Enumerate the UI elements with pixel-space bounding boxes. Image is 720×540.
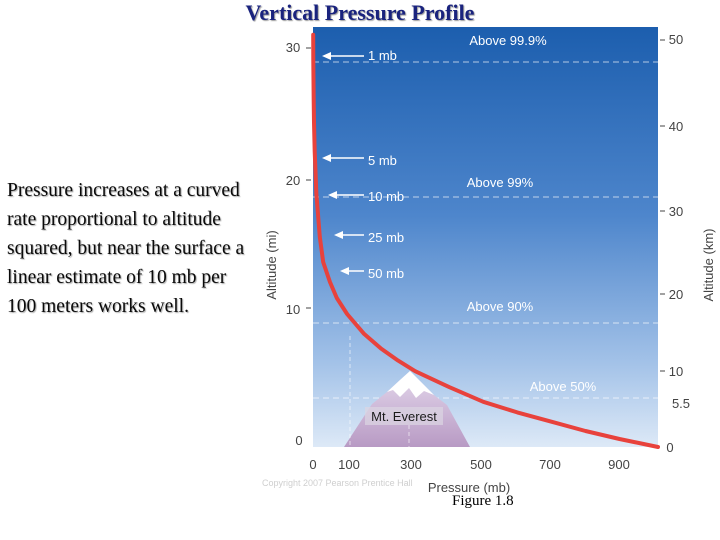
- pressure-marker-label: 5 mb: [368, 153, 397, 168]
- mass-band-label: Above 99%: [467, 175, 534, 190]
- pressure-markers: 1 mb 5 mb 10 mb 25 mb 50 mb: [322, 48, 404, 281]
- pressure-curve: [311, 32, 660, 449]
- x-axis-ticks: 0 100 300 500 700 900: [309, 457, 629, 472]
- everest-label: Mt. Everest: [371, 409, 437, 424]
- mass-band-labels: Above 99.9% Above 99% Above 90% Above 50…: [467, 33, 597, 394]
- pressure-marker-5mb: 5 mb: [322, 153, 397, 168]
- y-left-tick-label: 30: [286, 40, 300, 55]
- y-left-axis-title: Altitude (mi): [264, 230, 279, 299]
- x-tick-label: 900: [608, 457, 630, 472]
- y-right-tick-label: 5.5: [672, 396, 690, 411]
- mass-band-label: Above 50%: [530, 379, 597, 394]
- x-tick-label: 700: [539, 457, 561, 472]
- y-right-axis-title: Altitude (km): [701, 229, 716, 302]
- credit-text: Copyright 2007 Pearson Prentice Hall: [262, 478, 413, 488]
- mass-band-lines: [313, 61, 658, 399]
- pressure-marker-10mb: 10 mb: [328, 189, 404, 204]
- y-right-tick-label: 40: [669, 119, 683, 134]
- mass-band-label: Above 99.9%: [469, 33, 547, 48]
- x-tick-label: 100: [338, 457, 360, 472]
- pressure-marker-label: 1 mb: [368, 48, 397, 63]
- y-right-tick-label: 10: [669, 364, 683, 379]
- x-tick-label: 300: [400, 457, 422, 472]
- pressure-marker-label: 50 mb: [368, 266, 404, 281]
- slide-caption: Pressure increases at a curved rate prop…: [7, 180, 245, 317]
- pressure-marker-25mb: 25 mb: [334, 230, 404, 245]
- y-right-tick-label: 0: [666, 440, 673, 455]
- y-left-tick-label: 10: [286, 302, 300, 317]
- sky-background: [313, 27, 658, 447]
- pressure-marker-1mb: 1 mb: [322, 48, 397, 63]
- right-axis-ticks: 50 40 30 20 10 5.5 0: [660, 32, 690, 455]
- left-axis-ticks: 30 20 10 0: [286, 40, 311, 448]
- y-right-tick-label: 20: [669, 287, 683, 302]
- pressure-marker-label: 10 mb: [368, 189, 404, 204]
- y-left-tick-label: 20: [286, 173, 300, 188]
- y-right-tick-label: 30: [669, 204, 683, 219]
- mt-everest: Mt. Everest: [344, 371, 470, 447]
- slide-title: Vertical Pressure Profile: [245, 0, 475, 25]
- y-left-tick-label: 0: [295, 433, 302, 448]
- y-right-tick-label: 50: [669, 32, 683, 47]
- mass-band-label: Above 90%: [467, 299, 534, 314]
- pressure-marker-label: 25 mb: [368, 230, 404, 245]
- x-tick-label: 0: [309, 457, 316, 472]
- x-axis-title: Pressure (mb): [428, 480, 510, 495]
- mountain-snow: [387, 371, 434, 398]
- figure-label: Figure 1.8: [452, 493, 514, 509]
- x-tick-label: 500: [470, 457, 492, 472]
- pressure-marker-50mb: 50 mb: [340, 266, 404, 281]
